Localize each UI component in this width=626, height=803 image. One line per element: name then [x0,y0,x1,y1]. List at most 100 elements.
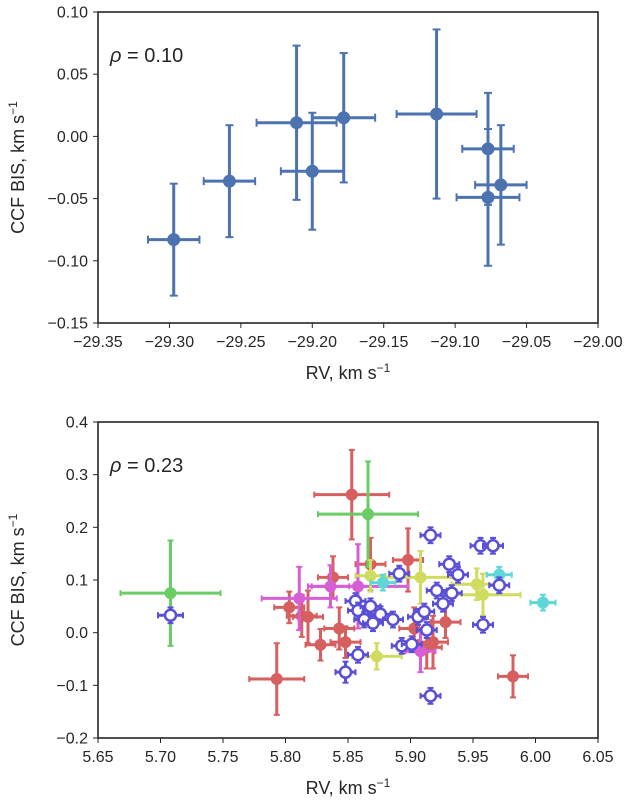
marker [363,599,378,614]
marker [476,618,490,632]
y-tick-label: 0.05 [57,67,88,84]
marker [427,636,439,649]
data-point [388,564,411,583]
x-axis-label: RV, km s−1 [306,361,391,383]
data-point [455,127,521,267]
marker [392,566,406,581]
series-5 [157,526,511,705]
marker [293,592,306,605]
data-point [413,602,436,621]
y-tick-label: −0.2 [56,731,88,748]
x-tick-label: −29.25 [216,334,265,351]
correlation-annotation: ρ = 0.10 [109,45,183,67]
marker [370,650,383,663]
data-point [202,124,257,239]
marker [305,164,319,178]
data-point [279,111,345,231]
marker [366,616,380,630]
series-1 [119,460,419,647]
data-point [317,460,419,568]
marker [470,578,483,591]
data-point [382,610,404,629]
marker [337,111,351,125]
x-tick-label: −29.00 [573,334,622,351]
marker [377,576,389,589]
marker [352,580,364,593]
y-tick-label: −0.15 [48,316,89,333]
bottom-panel: 5.65 5.70 5.75 5.80 5.85 5.90 5.95 6.00 6.05 −0.2… [6,415,614,799]
y-tick-label: −0.10 [48,253,89,270]
data-point [157,606,184,625]
marker [164,587,177,600]
y-tick-label: 0.4 [66,415,88,432]
data-point [400,635,423,654]
marker [351,648,365,662]
x-tick-label: 5.95 [457,749,488,766]
x-tick-label: −29.20 [288,334,337,351]
data-point [313,448,391,541]
marker [270,673,283,686]
marker [477,588,489,601]
data-point [419,686,442,705]
data-point [472,615,494,634]
marker [338,665,353,679]
x-tick-label: 5.85 [332,749,363,766]
y-tick-label: 0.00 [57,129,88,146]
x-tick-label: −29.10 [430,334,479,351]
data-point [255,44,338,201]
marker [507,670,519,683]
marker [537,596,549,609]
marker [345,488,358,501]
data-point [119,539,222,647]
y-tick-label: −0.1 [56,678,88,695]
x-tick-label: −29.30 [145,334,194,351]
marker [420,623,434,637]
x-tick-label: 6.05 [582,749,613,766]
data-point [369,573,397,592]
marker [283,601,296,614]
marker [492,578,506,593]
data-point [419,526,442,545]
data-point [417,614,449,670]
x-axis-label: RV, km s−1 [306,776,391,798]
x-tick-label: 5.90 [395,749,426,766]
data-points [119,448,557,716]
data-points [147,28,528,297]
data-point [292,589,324,645]
y-axis-label: CCF BIS, km s−1 [6,101,28,234]
marker [386,612,400,627]
marker [167,233,181,247]
marker [339,636,352,649]
marker [405,637,419,652]
data-point [311,52,377,184]
marker [402,553,414,566]
marker [163,608,178,623]
y-axis-label: CCF BIS, km s−1 [6,513,28,646]
x-tick-label: −29.15 [359,334,408,351]
x-tick-label: −29.35 [73,334,122,351]
marker [445,586,459,600]
marker [430,107,444,121]
x-tick-label: 5.65 [82,749,113,766]
marker [423,528,438,542]
data-point [317,555,349,600]
data-point [329,625,362,659]
data-point [438,555,461,574]
y-tick-label: 0.2 [66,520,88,537]
plot-frame [97,11,599,324]
data-point [392,527,424,593]
x-tick-label: 5.75 [207,749,238,766]
x-tick-label: 5.70 [145,749,176,766]
x-tick-label: 5.80 [270,749,301,766]
data-point [440,584,463,603]
data-point [147,182,201,297]
data-point [415,621,438,639]
y-tick-label: 0.10 [57,5,88,22]
marker [222,174,236,188]
y-tick-label: −0.05 [48,191,89,208]
data-point [432,594,454,613]
marker [314,638,327,651]
data-point [344,592,367,610]
y-tick-label: 0.1 [66,573,88,590]
